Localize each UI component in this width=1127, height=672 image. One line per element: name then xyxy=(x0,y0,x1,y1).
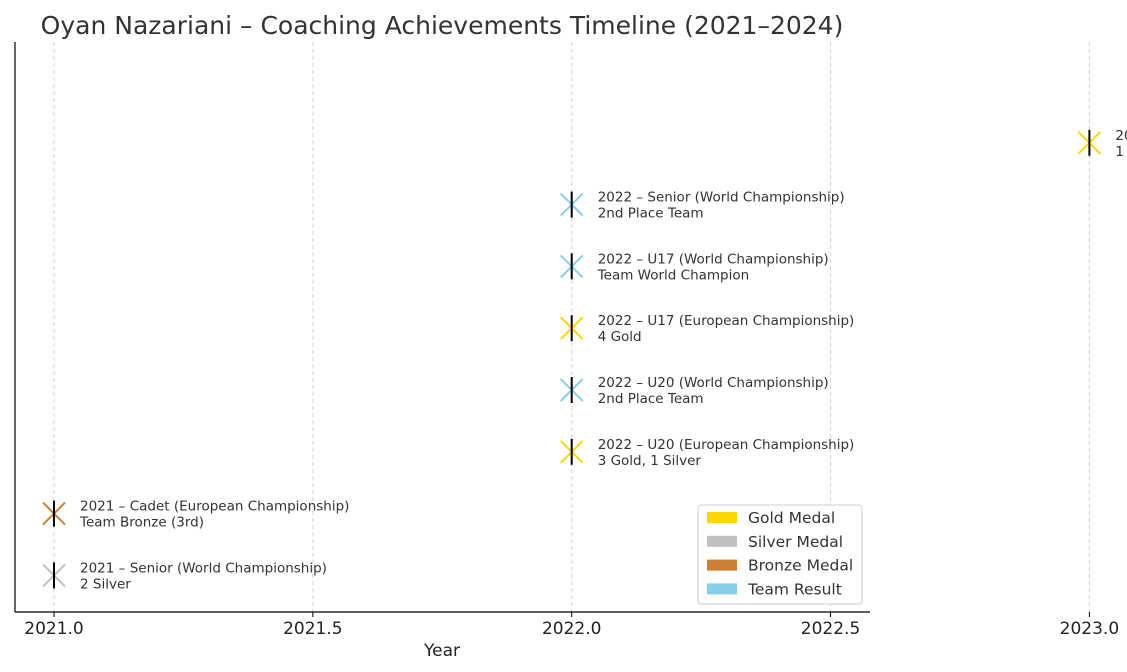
data-points: 2024 – Senior (World Championship)1 Gold… xyxy=(42,128,1127,592)
point-annotation-title: 2022 – U20 (World Championship) xyxy=(598,375,829,391)
point-annotation-title: 2022 – Senior (World Championship) xyxy=(598,190,845,206)
point-annotation-result: 2nd Place Team xyxy=(598,391,704,407)
x-tick-label: 2021.0 xyxy=(24,619,83,639)
data-point: 2023 – Senior (World Championship)1 Gold… xyxy=(1077,128,1127,160)
data-point: 2022 – Senior (World Championship)2nd Pl… xyxy=(559,190,845,222)
point-annotation-result: 2nd Place Team xyxy=(598,206,704,222)
x-ticks: 2021.02021.52022.02022.52023.02023.52024… xyxy=(24,612,1119,639)
legend-label: Team Result xyxy=(747,580,842,598)
point-annotation-title: 2022 – U20 (European Championship) xyxy=(598,437,855,453)
grid-lines xyxy=(53,42,1090,612)
data-point: 2022 – U20 (European Championship)3 Gold… xyxy=(559,437,855,469)
point-annotation-result: 3 Gold, 1 Silver xyxy=(598,453,702,469)
data-point: 2021 – Senior (World Championship)2 Silv… xyxy=(42,560,327,592)
data-point: 2022 – U17 (European Championship)4 Gold xyxy=(559,313,855,345)
x-tick-label: 2022.5 xyxy=(801,619,860,639)
data-point: 2021 – Cadet (European Championship)Team… xyxy=(42,499,349,531)
x-tick-label: 2022.0 xyxy=(542,619,601,639)
chart-title: Oyan Nazariani – Coaching Achievements T… xyxy=(41,11,844,40)
legend-swatch xyxy=(707,583,737,595)
axes xyxy=(14,42,870,613)
legend-swatch xyxy=(707,512,737,523)
point-annotation-result: 4 Gold xyxy=(598,329,642,345)
legend-label: Silver Medal xyxy=(748,533,843,551)
x-tick-label: 2021.5 xyxy=(283,619,342,639)
data-point: 2022 – U17 (World Championship)Team Worl… xyxy=(559,251,829,283)
point-annotation-result: 1 Gold, 1 Bronze xyxy=(1115,144,1127,160)
point-annotation-title: 2022 – U17 (World Championship) xyxy=(598,251,829,267)
legend-label: Gold Medal xyxy=(748,509,835,527)
point-annotation-title: 2021 – Cadet (European Championship) xyxy=(80,499,349,515)
data-point: 2022 – U20 (World Championship)2nd Place… xyxy=(559,375,829,407)
x-tick-label: 2023.0 xyxy=(1060,619,1119,639)
point-annotation-title: 2022 – U17 (European Championship) xyxy=(598,313,855,329)
legend-box xyxy=(697,504,863,605)
legend-swatch xyxy=(707,559,737,571)
point-annotation-result: 2 Silver xyxy=(80,576,131,592)
legend-label: Bronze Medal xyxy=(748,557,853,575)
point-annotation-result: Team Bronze (3rd) xyxy=(79,515,204,531)
legend: Gold Medal Silver Medal Bronze Medal Team R… xyxy=(697,504,863,605)
point-annotation-title: 2023 – Senior (World Championship) xyxy=(1115,128,1127,144)
x-axis-label: Year xyxy=(423,641,460,661)
point-annotation-title: 2021 – Senior (World Championship) xyxy=(80,560,327,576)
legend-swatch xyxy=(707,535,737,547)
point-annotation-result: Team World Champion xyxy=(597,267,750,283)
